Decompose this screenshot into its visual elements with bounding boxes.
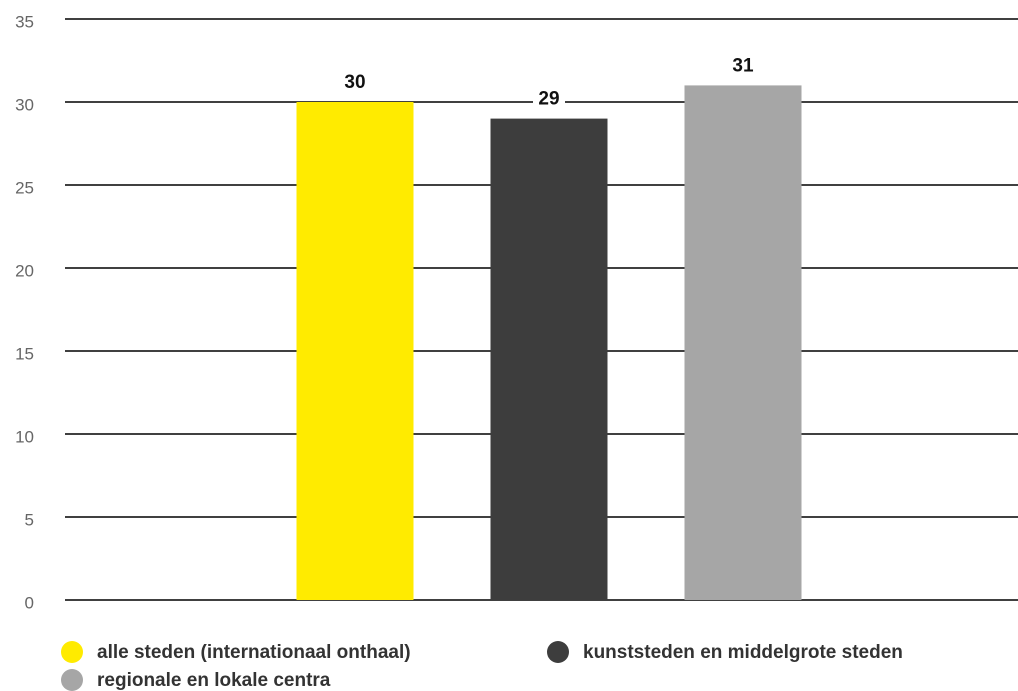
y-tick-label: 35 — [15, 12, 34, 31]
value-label: 29 — [538, 89, 559, 110]
y-tick-label: 5 — [25, 510, 34, 529]
y-tick-label: 10 — [15, 427, 34, 446]
legend-marker — [61, 669, 83, 691]
value-label: 30 — [344, 72, 365, 93]
legend-label: alle steden (internationaal onthaal) — [97, 642, 411, 663]
y-tick-label: 15 — [15, 344, 34, 363]
label-bg — [339, 71, 371, 93]
bar — [296, 102, 414, 600]
label-bg — [727, 54, 759, 77]
bar — [684, 85, 802, 600]
y-tick-label: 20 — [15, 261, 34, 280]
y-tick-label: 0 — [25, 593, 34, 612]
legend-label: regionale en lokale centra — [97, 670, 331, 691]
legend-label: kunststeden en middelgrote steden — [583, 642, 903, 663]
y-tick-label: 25 — [15, 178, 34, 197]
legend-marker — [61, 641, 83, 663]
legend-marker — [547, 641, 569, 663]
y-tick-label: 30 — [15, 95, 34, 114]
value-label: 31 — [732, 55, 754, 76]
label-bg — [533, 87, 565, 110]
bar — [490, 118, 608, 600]
